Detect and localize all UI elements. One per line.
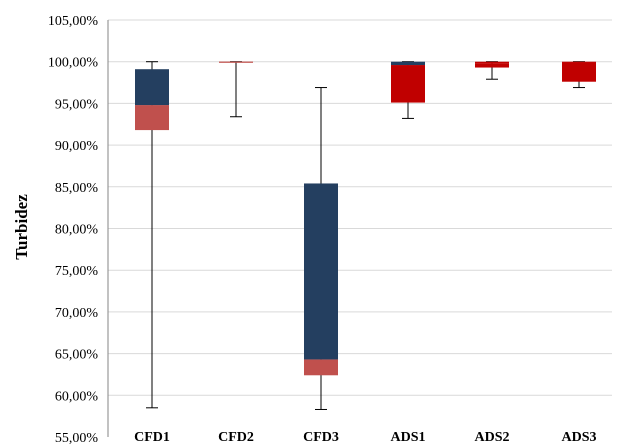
y-axis-tick-labels: 55,00% 60,00% 65,00% 70,00% 75,00% 80,00% 85,0… (48, 14, 99, 446)
x-category-label: ADS1 (390, 430, 425, 445)
gridlines (108, 19, 612, 396)
box-upper-quartile (304, 183, 338, 360)
y-tick-label: 105,00% (48, 14, 99, 29)
y-tick-label: 90,00% (55, 139, 99, 154)
box-lower-quartile (391, 65, 425, 103)
x-category-label: CFD3 (303, 430, 339, 445)
y-tick-label: 70,00% (55, 306, 99, 321)
x-axis-category-labels: CFD1 CFD2 CFD3 ADS1 ADS2 ADS3 (134, 430, 596, 445)
box-ads1 (391, 61, 425, 119)
x-category-label: ADS2 (474, 430, 509, 445)
y-tick-label: 60,00% (55, 389, 99, 404)
boxes (135, 61, 596, 410)
y-axis-label: Turbidez (12, 194, 31, 260)
y-tick-label: 95,00% (55, 97, 99, 112)
box-cfd1 (135, 61, 169, 409)
y-tick-label: 100,00% (48, 56, 99, 71)
x-category-label: CFD1 (134, 430, 170, 445)
box-upper-quartile (562, 61, 596, 63)
y-tick-label: 65,00% (55, 348, 99, 363)
box-upper-quartile (219, 61, 253, 63)
box-lower-quartile (304, 359, 338, 376)
box-upper-quartile (391, 61, 425, 66)
y-tick-label: 80,00% (55, 223, 99, 238)
x-category-label: CFD2 (218, 430, 254, 445)
x-category-label: ADS3 (561, 430, 596, 445)
box-lower-quartile (475, 63, 509, 68)
y-tick-label: 75,00% (55, 264, 99, 279)
box-lower-quartile (135, 105, 169, 131)
box-upper-quartile (475, 61, 509, 64)
box-ads2 (475, 61, 509, 80)
box-ads3 (562, 61, 596, 89)
box-cfd2 (219, 61, 253, 118)
box-cfd3 (304, 87, 338, 410)
y-tick-label: 55,00% (55, 431, 99, 446)
y-tick-label: 85,00% (55, 181, 99, 196)
box-upper-quartile (135, 69, 169, 106)
box-lower-quartile (562, 62, 596, 82)
